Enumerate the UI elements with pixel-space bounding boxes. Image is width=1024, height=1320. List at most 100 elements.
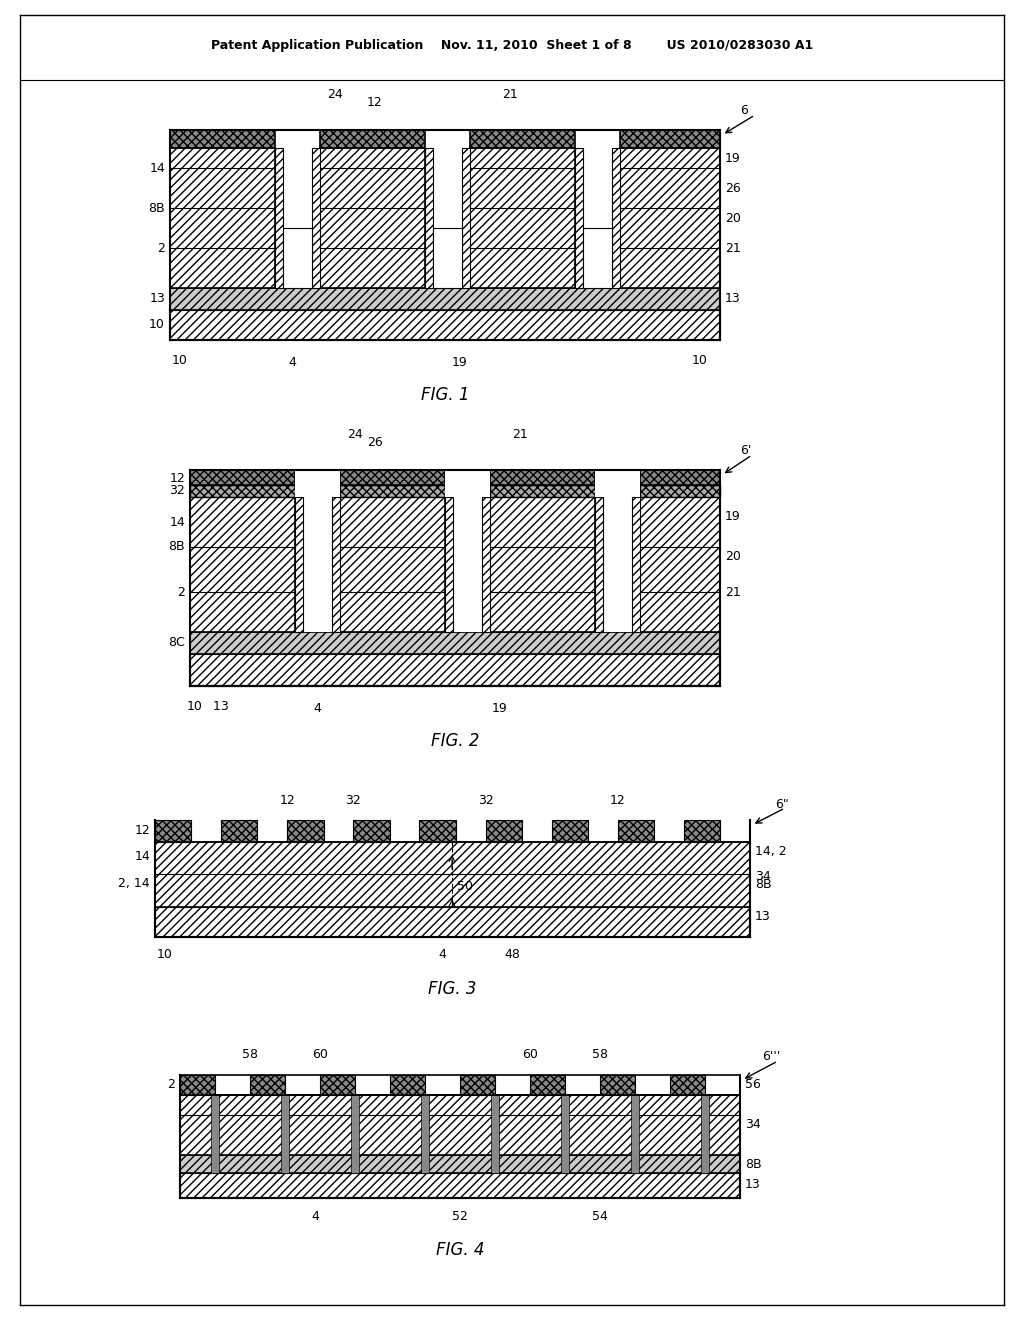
Text: 32: 32 <box>477 793 494 807</box>
Text: 21: 21 <box>502 88 518 102</box>
Bar <box>433 228 462 288</box>
Bar <box>425 148 433 288</box>
Bar <box>390 1074 425 1096</box>
Text: 12: 12 <box>169 471 185 484</box>
Bar <box>552 820 588 842</box>
Bar <box>600 1074 635 1096</box>
Bar <box>250 1074 285 1096</box>
Text: 6''': 6''' <box>762 1051 780 1064</box>
Text: 10: 10 <box>187 700 203 713</box>
Bar <box>312 148 319 288</box>
Bar <box>460 1074 495 1096</box>
Bar <box>420 820 456 842</box>
Bar <box>470 129 575 148</box>
Bar <box>445 498 490 632</box>
Text: 6: 6 <box>740 103 748 116</box>
Bar <box>670 1074 705 1096</box>
Bar <box>490 498 595 632</box>
Text: 21: 21 <box>725 242 740 255</box>
Text: FIG. 4: FIG. 4 <box>436 1241 484 1259</box>
Text: 60: 60 <box>522 1048 538 1061</box>
Text: 6': 6' <box>740 444 752 457</box>
Text: 24: 24 <box>327 88 343 102</box>
Bar <box>180 1155 740 1173</box>
Bar <box>595 498 640 632</box>
Text: 14, 2: 14, 2 <box>755 846 786 858</box>
Bar <box>445 470 490 498</box>
Bar <box>190 632 720 653</box>
Bar <box>640 484 720 498</box>
Bar <box>351 1096 359 1173</box>
Bar <box>221 820 257 842</box>
Text: 48: 48 <box>504 949 520 961</box>
Text: 34: 34 <box>755 870 771 883</box>
Bar <box>490 470 595 484</box>
Text: 32: 32 <box>345 793 361 807</box>
Text: 14: 14 <box>150 161 165 174</box>
Bar <box>170 288 720 310</box>
Bar <box>617 820 654 842</box>
Bar <box>319 129 425 148</box>
Text: 10: 10 <box>157 949 173 961</box>
Text: 13: 13 <box>755 911 771 924</box>
Text: 52: 52 <box>452 1209 468 1222</box>
Text: 56: 56 <box>745 1078 761 1092</box>
Text: 20: 20 <box>725 550 741 564</box>
Bar <box>482 498 490 632</box>
Bar <box>287 820 324 842</box>
Text: 13: 13 <box>725 293 740 305</box>
Text: 19: 19 <box>493 701 508 714</box>
Text: 14: 14 <box>134 850 150 863</box>
Bar <box>170 129 275 148</box>
Bar <box>595 470 640 498</box>
Bar <box>281 1096 289 1173</box>
Text: 19: 19 <box>725 152 740 165</box>
Text: 21: 21 <box>725 586 740 598</box>
Text: Patent Application Publication    Nov. 11, 2010  Sheet 1 of 8        US 2010/028: Patent Application Publication Nov. 11, … <box>211 38 813 51</box>
Bar <box>575 148 620 288</box>
Bar <box>462 148 470 288</box>
Bar <box>170 148 275 288</box>
Text: 8C: 8C <box>168 636 185 649</box>
Text: 8B: 8B <box>168 540 185 553</box>
Text: 34: 34 <box>745 1118 761 1131</box>
Bar <box>190 653 720 686</box>
Bar <box>632 498 640 632</box>
Bar <box>319 1074 355 1096</box>
Bar <box>490 1096 499 1173</box>
Bar <box>340 484 445 498</box>
Bar <box>620 129 720 148</box>
Text: 14: 14 <box>169 516 185 528</box>
Text: 4: 4 <box>313 701 321 714</box>
Bar <box>180 1096 740 1155</box>
Text: 4: 4 <box>288 355 296 368</box>
Text: 10: 10 <box>172 354 188 367</box>
Text: 60: 60 <box>312 1048 328 1061</box>
Bar <box>180 1173 740 1199</box>
Text: 12: 12 <box>134 824 150 837</box>
Text: 21: 21 <box>512 429 528 441</box>
Bar <box>530 1074 565 1096</box>
Text: 13: 13 <box>150 293 165 305</box>
Bar <box>155 907 750 937</box>
Bar <box>155 820 191 842</box>
Text: 54: 54 <box>592 1209 608 1222</box>
Text: 10: 10 <box>692 354 708 367</box>
Bar <box>583 228 612 288</box>
Text: 13: 13 <box>205 700 228 713</box>
Text: 19: 19 <box>725 511 740 524</box>
Text: 8B: 8B <box>745 1158 762 1171</box>
Text: 26: 26 <box>368 436 383 449</box>
Bar <box>631 1096 639 1173</box>
Bar <box>612 148 620 288</box>
Bar <box>295 498 340 632</box>
Bar <box>701 1096 709 1173</box>
Bar <box>170 288 720 310</box>
Text: 26: 26 <box>725 181 740 194</box>
Bar <box>155 842 750 907</box>
Bar <box>640 498 720 632</box>
Text: 2: 2 <box>177 586 185 598</box>
Bar <box>684 820 720 842</box>
Bar <box>180 1074 215 1096</box>
Bar <box>575 148 583 288</box>
